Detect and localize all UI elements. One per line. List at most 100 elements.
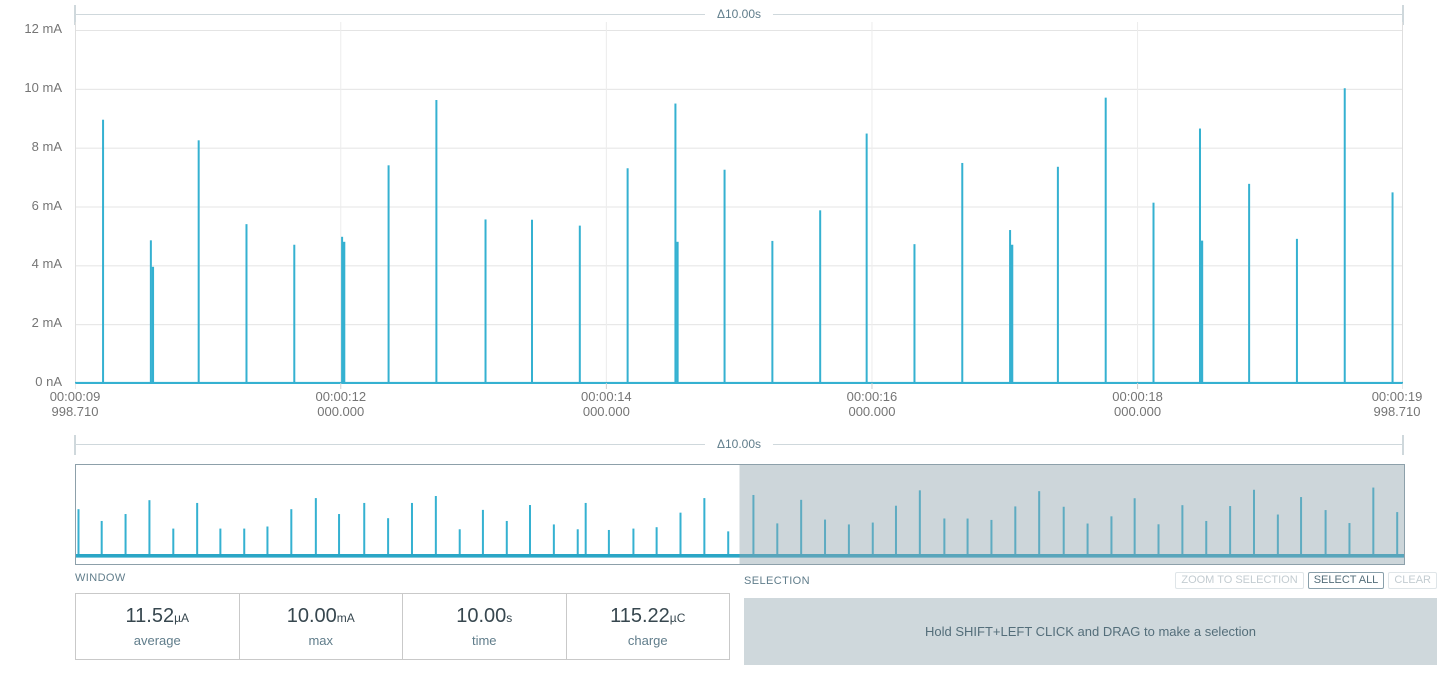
stat-unit: µA (174, 611, 189, 625)
zoom-to-selection-button[interactable]: ZOOM TO SELECTION (1175, 572, 1304, 589)
selection-section-label: SELECTION (744, 574, 810, 587)
minimap-spike (966, 518, 969, 557)
minimap-view-overlay[interactable] (739, 465, 1405, 564)
x-axis-tick (1402, 383, 1403, 389)
current-spike (1391, 192, 1394, 383)
selection-section: SELECTION ZOOM TO SELECTION SELECT ALL C… (744, 572, 1437, 665)
minimap-spike (266, 526, 269, 557)
minimap-spike (387, 518, 390, 557)
minimap-spike (434, 496, 437, 557)
stat-cell-average: 11.52µA average (76, 594, 239, 659)
x-axis-label: 00:00:18 000.000 (1112, 389, 1163, 419)
selection-buttons: ZOOM TO SELECTION SELECT ALL CLEAR (1175, 572, 1437, 589)
current-spike (1248, 183, 1251, 383)
minimap-delta-label: Δ10.00s (704, 437, 774, 451)
minimap-spike (703, 498, 706, 557)
x-axis-label: 00:00:14 000.000 (581, 389, 632, 419)
current-spike-secondary (151, 266, 155, 383)
minimap-spike (196, 502, 199, 557)
gridline-h (75, 206, 1403, 208)
y-axis-label: 12 mA (24, 21, 62, 36)
current-spike-secondary (1200, 240, 1204, 383)
select-all-button[interactable]: SELECT ALL (1307, 572, 1385, 589)
minimap-spike (1014, 506, 1017, 557)
main-chart[interactable] (75, 22, 1403, 390)
gridline-v (1137, 22, 1139, 383)
current-spike (435, 100, 438, 384)
current-spike (341, 236, 344, 383)
minimap-spike (727, 531, 730, 557)
clear-button[interactable]: CLEAR (1388, 572, 1437, 589)
minimap-spike (1157, 524, 1160, 557)
x-axis-label: 00:00:16 000.000 (846, 389, 898, 419)
window-stat-grid: 11.52µA average 10.00mA max 10.00s time … (75, 593, 730, 660)
minimap-spike (632, 528, 635, 557)
current-spike-secondary (676, 241, 679, 383)
bracket-tick-left (74, 435, 76, 455)
window-section: WINDOW 11.52µA average 10.00mA max 10.00… (75, 572, 730, 660)
minimap-spike (1062, 506, 1065, 557)
bracket-tick-right (1402, 435, 1404, 455)
current-spike (865, 133, 868, 383)
gridline-h (75, 324, 1403, 326)
selection-hint-text: Hold SHIFT+LEFT CLICK and DRAG to make a… (924, 624, 1257, 639)
current-spike (723, 169, 726, 383)
minimap-spike (918, 490, 921, 557)
minimap-spike (338, 514, 341, 557)
x-axis-label: 00:00:12 000.000 (315, 389, 367, 419)
current-spike (674, 103, 677, 384)
minimap-spike (410, 502, 413, 557)
main-window-delta-label: Δ10.00s (704, 7, 774, 21)
current-spike-secondary (342, 241, 346, 383)
stat-value-row: 10.00mA (287, 605, 355, 628)
minimap-spike (1181, 505, 1184, 557)
current-spike (1104, 97, 1107, 384)
minimap-spike (894, 505, 897, 557)
minimap-spike (290, 509, 293, 557)
stat-value: 10.00 (286, 605, 337, 627)
minimap-spike (100, 520, 103, 557)
stat-value-row: 11.52µA (126, 605, 190, 628)
minimap-spike (607, 529, 610, 557)
x-axis-tick (605, 383, 607, 389)
minimap-spike (1324, 510, 1327, 557)
stat-label: charge (627, 633, 668, 648)
bracket-tick-left (74, 5, 76, 25)
current-spike-secondary (1010, 244, 1014, 383)
minimap-spike (363, 502, 366, 557)
minimap-spike (943, 518, 946, 557)
minimap[interactable] (75, 464, 1405, 565)
current-spike (819, 210, 822, 383)
selection-header: SELECTION ZOOM TO SELECTION SELECT ALL C… (744, 572, 1437, 589)
minimap-spike (1348, 523, 1351, 557)
current-spike (961, 162, 964, 383)
y-axis-label: 6 mA (31, 197, 62, 213)
minimap-spike (124, 514, 127, 557)
gridline-v (340, 22, 342, 383)
minimap-spike (77, 509, 80, 557)
current-spike (771, 240, 774, 383)
current-baseline (75, 381, 1403, 384)
current-spike (293, 244, 296, 383)
stat-unit: µC (669, 611, 686, 625)
minimap-spike (219, 528, 222, 557)
y-axis-label: 10 mA (24, 79, 62, 95)
x-axis-tick (340, 383, 342, 389)
minimap-spike (752, 494, 755, 557)
minimap-spike (1133, 498, 1136, 557)
gridline-v (871, 22, 873, 383)
plot-border-right (1402, 22, 1403, 383)
stat-value: 11.52 (125, 605, 175, 627)
stat-cell-max: 10.00mA max (238, 594, 403, 659)
gridline-h (75, 30, 1403, 31)
y-axis-label: 2 mA (31, 315, 62, 331)
minimap-spike (243, 528, 246, 557)
stat-value-row: 115.22µC (610, 605, 685, 628)
current-spike (102, 119, 105, 384)
minimap-baseline (76, 554, 1404, 558)
current-spike (1009, 230, 1012, 383)
minimap-spike (990, 519, 993, 557)
minimap-spike (528, 505, 531, 557)
minimap-spike (1372, 487, 1375, 557)
minimap-spike (1252, 489, 1255, 557)
